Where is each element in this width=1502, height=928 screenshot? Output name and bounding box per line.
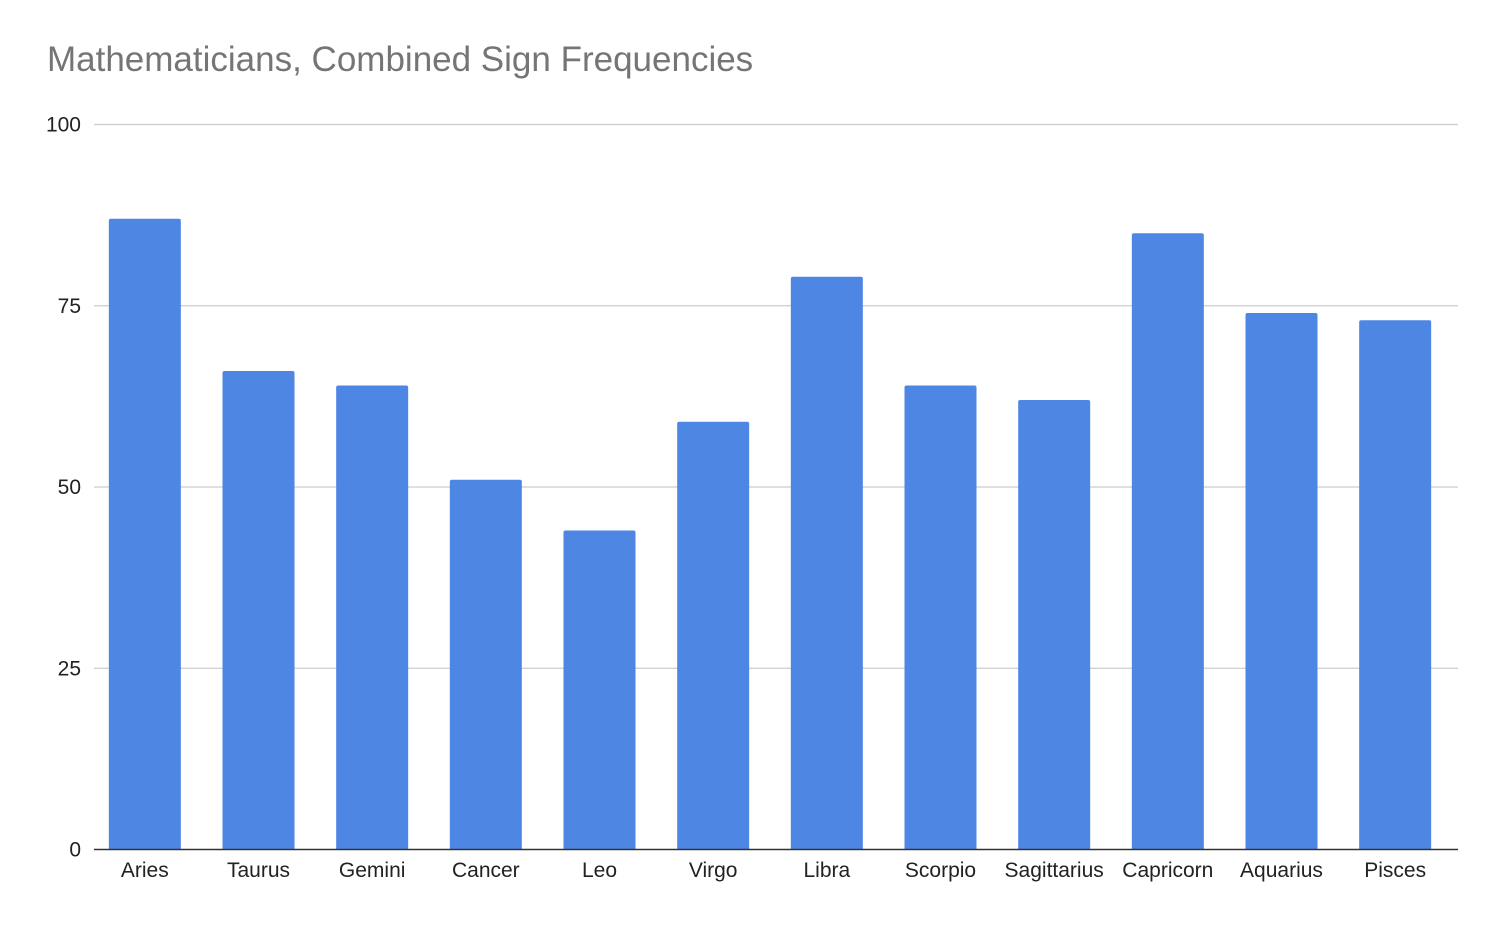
- bar-gemini: [336, 385, 409, 850]
- bar-sagittarius: [1018, 400, 1091, 850]
- x-tick-label: Gemini: [339, 859, 406, 882]
- x-tick-label: Aries: [121, 859, 169, 882]
- bar-scorpio: [904, 385, 977, 850]
- bars: [108, 218, 1432, 850]
- y-tick-label: 50: [58, 476, 81, 499]
- x-tick-label: Libra: [803, 859, 850, 882]
- y-axis-tick-labels: 0 25 50 75 100: [46, 114, 81, 862]
- bar-libra: [790, 276, 863, 850]
- bar-leo: [563, 530, 636, 850]
- gridlines: [94, 123, 1458, 669]
- x-tick-label: Capricorn: [1122, 859, 1213, 882]
- y-tick-label: 0: [69, 839, 81, 862]
- x-tick-label: Scorpio: [905, 859, 976, 882]
- x-axis-tick-labels: Aries Taurus Gemini Cancer Leo Virgo Libra Scor…: [121, 859, 1426, 882]
- y-tick-label: 75: [58, 295, 81, 318]
- x-tick-label: Leo: [582, 859, 617, 882]
- bar-cancer: [449, 479, 522, 850]
- x-tick-label: Aquarius: [1240, 859, 1323, 882]
- bar-taurus: [222, 371, 295, 850]
- bar-pisces: [1359, 320, 1432, 850]
- bar-virgo: [677, 421, 750, 850]
- chart-title: Mathematicians, Combined Sign Frequencie…: [47, 40, 754, 79]
- y-tick-label: 25: [58, 657, 81, 680]
- x-tick-label: Taurus: [227, 859, 290, 882]
- x-tick-label: Pisces: [1364, 859, 1426, 882]
- x-tick-label: Virgo: [689, 859, 738, 882]
- bar-aries: [108, 218, 181, 850]
- bar-aquarius: [1245, 313, 1318, 850]
- x-tick-label: Sagittarius: [1005, 859, 1104, 882]
- x-tick-label: Cancer: [452, 859, 520, 882]
- y-tick-label: 100: [46, 114, 81, 137]
- bar-capricorn: [1131, 233, 1204, 850]
